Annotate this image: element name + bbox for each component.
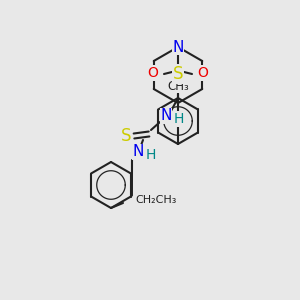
Text: H: H: [146, 148, 156, 162]
Text: N: N: [172, 40, 184, 55]
Text: H: H: [174, 112, 184, 126]
Text: CH₂CH₃: CH₂CH₃: [135, 195, 176, 205]
Text: S: S: [173, 65, 183, 83]
Text: CH₃: CH₃: [167, 80, 189, 92]
Text: N: N: [132, 145, 144, 160]
Text: O: O: [198, 66, 208, 80]
Text: S: S: [121, 127, 131, 145]
Text: N: N: [160, 109, 172, 124]
Text: O: O: [148, 66, 158, 80]
